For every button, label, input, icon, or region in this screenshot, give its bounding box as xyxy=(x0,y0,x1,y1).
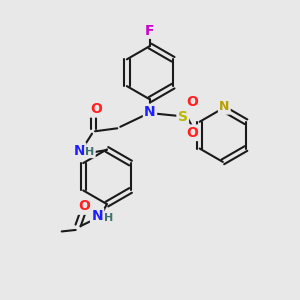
Text: O: O xyxy=(78,200,90,214)
Text: N: N xyxy=(74,144,85,158)
Text: H: H xyxy=(85,147,94,157)
Text: F: F xyxy=(145,23,155,38)
Text: O: O xyxy=(90,102,102,116)
Text: O: O xyxy=(186,126,198,140)
Text: O: O xyxy=(186,95,198,109)
Text: S: S xyxy=(178,110,188,124)
Text: N: N xyxy=(91,209,103,223)
Text: N: N xyxy=(144,105,156,119)
Text: N: N xyxy=(219,100,230,113)
Text: H: H xyxy=(104,213,114,224)
